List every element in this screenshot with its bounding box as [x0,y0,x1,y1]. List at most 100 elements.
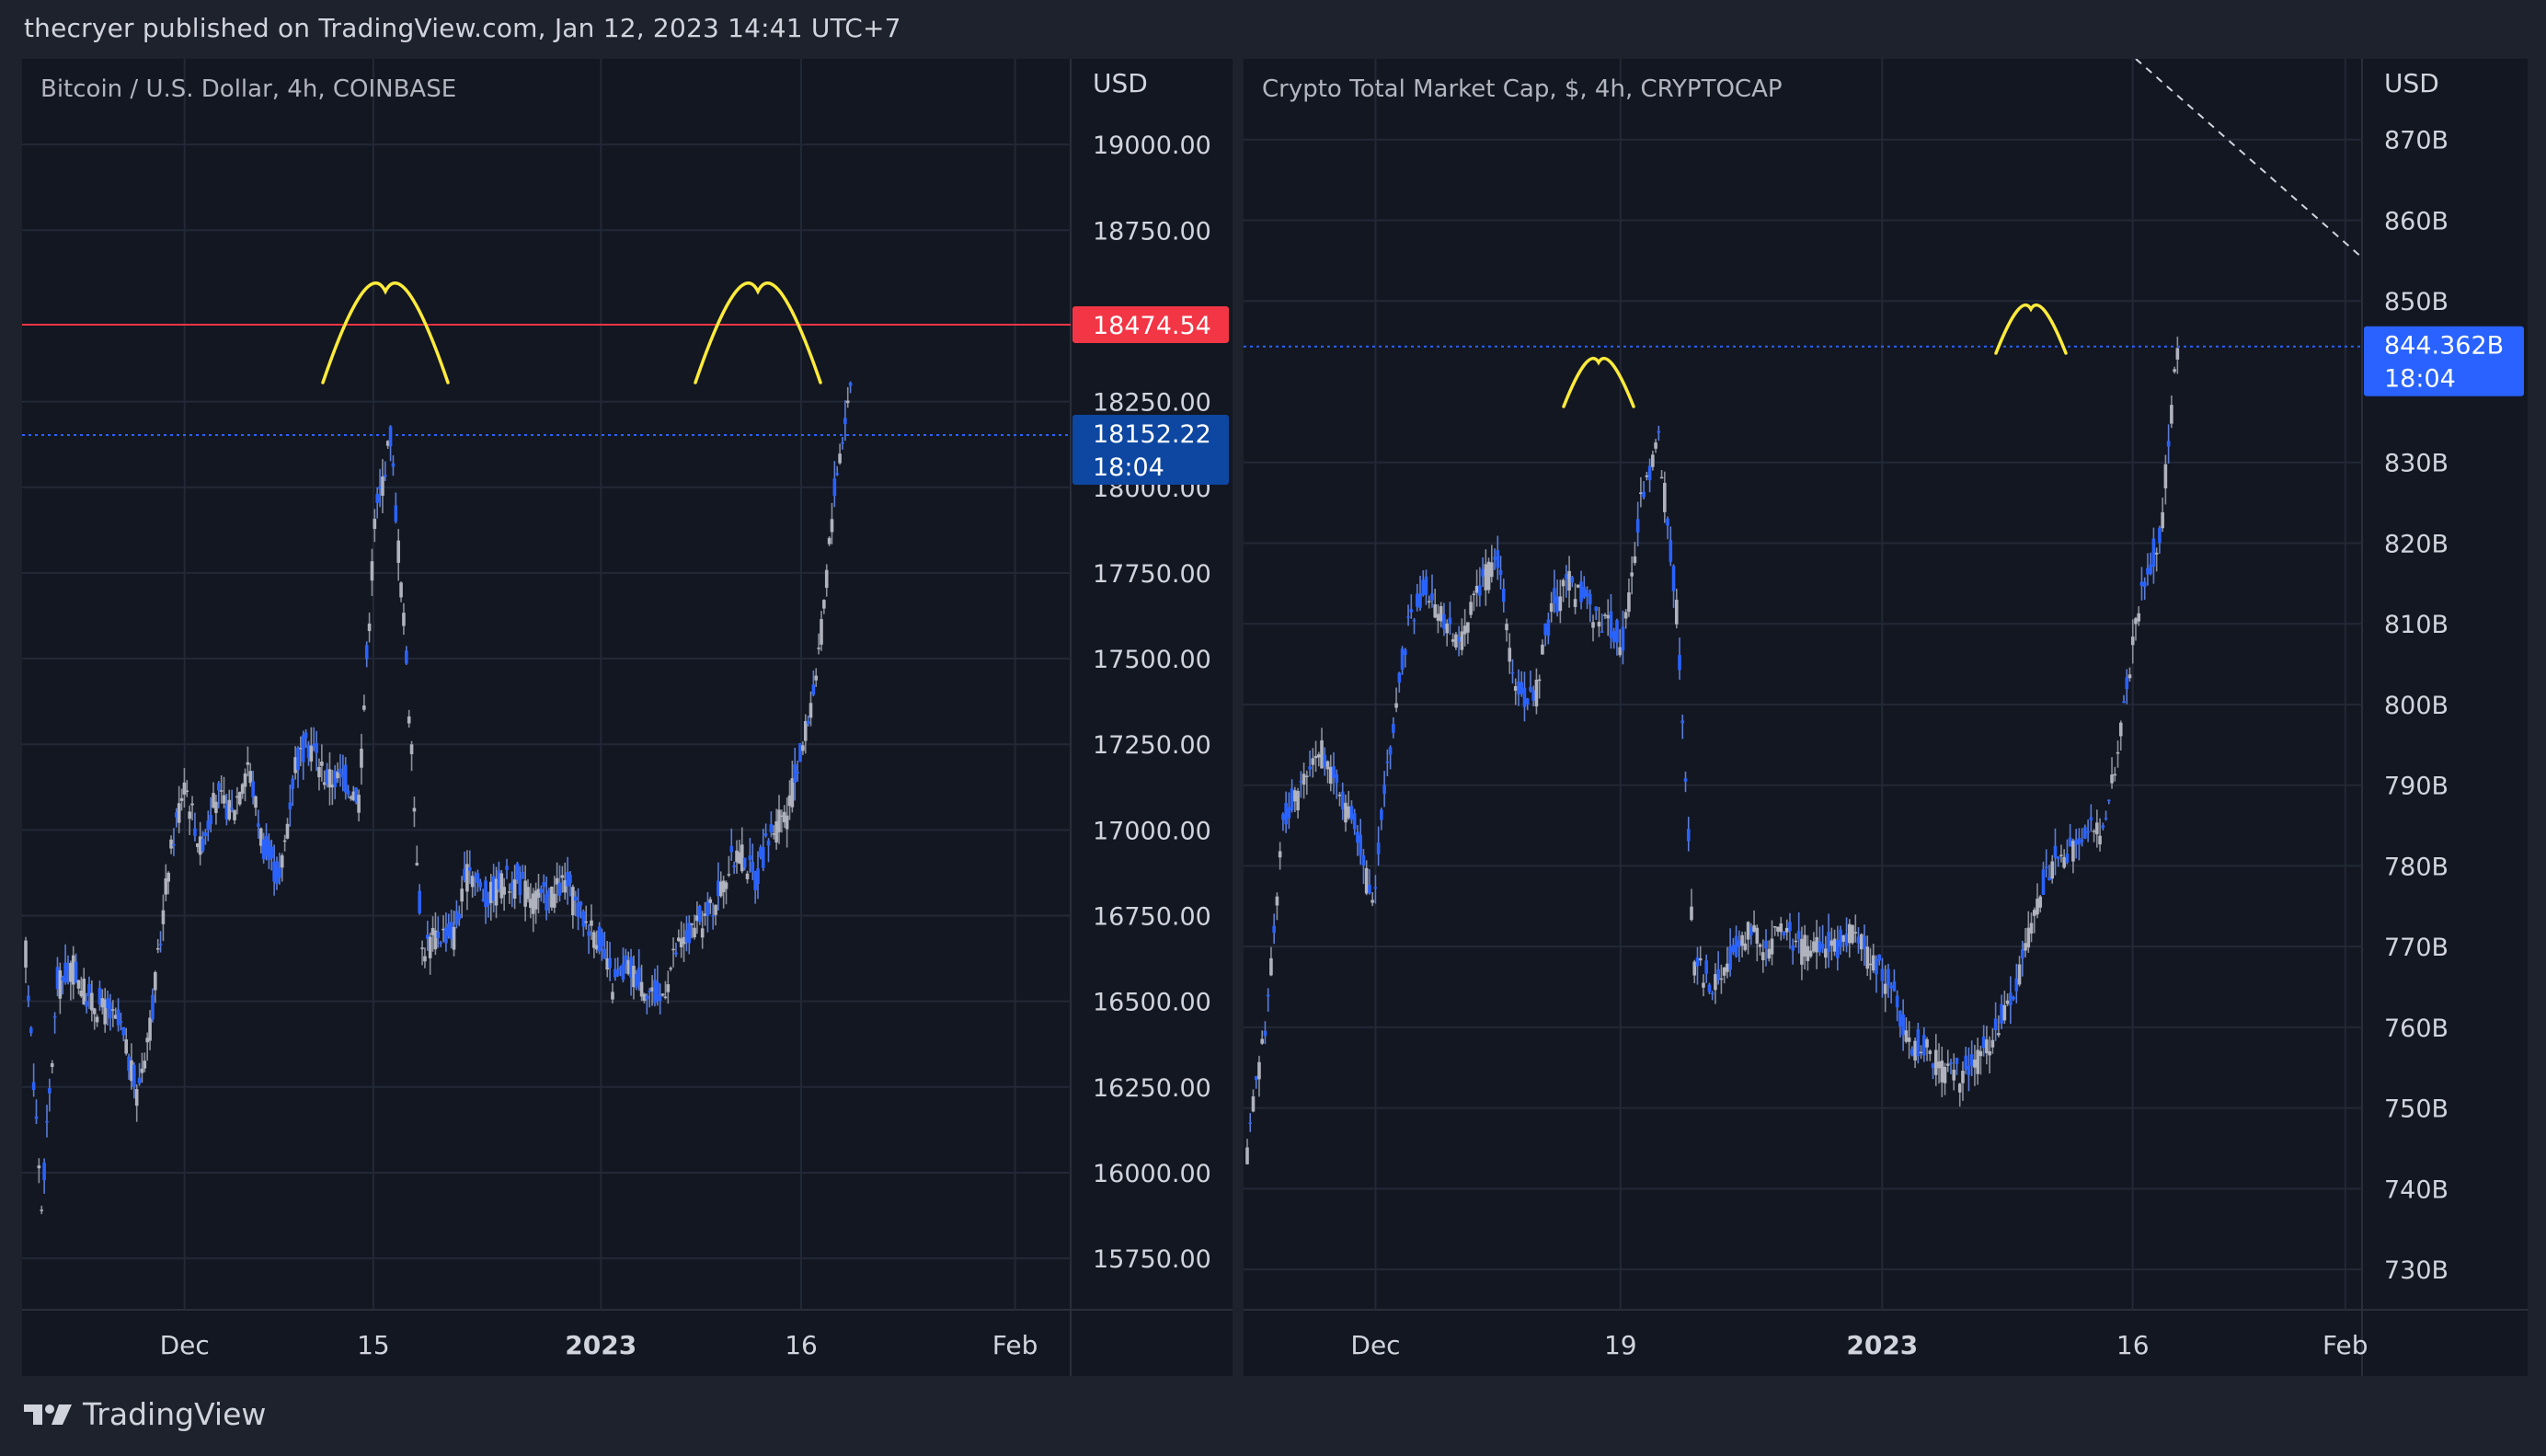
y-tick-label: 19000.00 [1093,132,1211,160]
candle-body [1863,935,1866,949]
candle-body [79,990,84,997]
candle-body [579,901,583,906]
candle-body [780,815,784,818]
candle-body [488,881,493,903]
candle-body [497,870,501,889]
candle-body [600,933,604,947]
candle-body [735,850,739,863]
candle-body [209,815,212,825]
candle-body [1296,791,1300,810]
candle-body [354,787,359,803]
candle-body [1824,948,1828,958]
candle-body [1472,593,1476,595]
candle-body [1347,806,1351,819]
candle-body [203,832,208,836]
candle-body [724,882,728,889]
candle-body [557,882,562,896]
candle-body [1313,755,1318,759]
candle-body [1827,931,1830,952]
candle-body [766,840,771,846]
candle-body [827,537,831,545]
candle-body [42,1162,46,1181]
candle-body [71,955,75,985]
candle-body [1409,609,1414,613]
candle-body [1525,698,1530,705]
btc-chart-panel[interactable]: 15750.00 16000.00 16250.00 16500.00 16750.00… [22,59,1233,1376]
candle-body [113,1015,118,1019]
candle-body [90,992,94,1011]
price-tag-value: 18152.22 [1093,420,1211,449]
candle-body [322,782,327,785]
candle-body [1486,561,1491,590]
candle-body [555,877,559,885]
candle-body [34,1116,39,1119]
candle-body [2107,799,2111,802]
candle-body [407,716,411,724]
candle-body [457,913,462,920]
candle-body [571,887,575,916]
candle-body [1969,1054,1974,1066]
candle-body [1320,739,1324,769]
candle-body [1517,681,1520,695]
candle-body [396,540,400,563]
candle-body [2014,978,2019,992]
candle-body [626,959,631,974]
candle-body [801,745,805,751]
candle-body [267,840,271,860]
candle-body [1904,1030,1909,1042]
peak-arc-annotation [321,281,450,384]
candle-body [222,795,226,804]
candle-body [1332,766,1336,778]
candle-body [1978,1050,1983,1057]
candle-body [219,790,224,792]
candle-body [523,880,527,907]
candle-body [756,868,760,884]
candle-body [224,804,229,820]
candle-body [1928,1050,1932,1054]
candle-body [774,820,778,843]
candle-body [182,782,187,795]
tradingview-brand[interactable]: TradingView [22,1396,266,1432]
candle-body [446,923,451,936]
btc-chart-svg[interactable]: 15750.00 16000.00 16250.00 16500.00 16750.00… [22,59,1233,1376]
candle-body [1832,938,1837,952]
candle-body [1615,620,1619,643]
candle-body [1776,926,1780,932]
candle-body [1558,596,1563,612]
candle-body [134,1089,139,1106]
price-axis-background [2362,59,2528,1376]
candle-body [536,889,541,898]
candle-body [1406,616,1410,618]
candle-body [1415,593,1419,607]
candle-body [235,796,239,798]
candle-body [119,1021,123,1024]
candle-body [360,748,363,768]
candle-body [533,890,538,910]
candle-body [140,1068,144,1073]
candle-body [1794,940,1798,943]
candle-body [148,1017,152,1041]
candle-body [621,963,625,980]
candle-body [531,893,535,914]
candle-body [48,1088,52,1094]
candle-body [37,1165,41,1169]
x-tick-label: Dec [1350,1330,1400,1360]
candle-body [1690,906,1693,921]
y-tick-label: 17750.00 [1093,560,1211,589]
candle-body [2062,856,2066,868]
candle-body [1290,788,1294,810]
candle-body [682,936,686,945]
candle-body [611,992,614,1000]
candle-body [1248,1122,1253,1124]
candle-body [327,769,332,788]
crypto-cap-chart-svg[interactable]: 730B 740B 750B 760B 770B 780B 790B 800B 810B 820B… [1244,59,2528,1376]
candle-body [63,962,67,983]
candle-body [1311,758,1315,765]
candle-body [705,901,710,916]
tradingview-logo-icon [24,1404,72,1425]
candle-body [793,763,797,783]
candle-body [1352,813,1357,830]
candle-body [296,747,300,771]
crypto-cap-chart-panel[interactable]: 730B 740B 750B 760B 770B 780B 790B 800B 810B 820B… [1244,59,2528,1376]
candle-body [2149,564,2152,574]
